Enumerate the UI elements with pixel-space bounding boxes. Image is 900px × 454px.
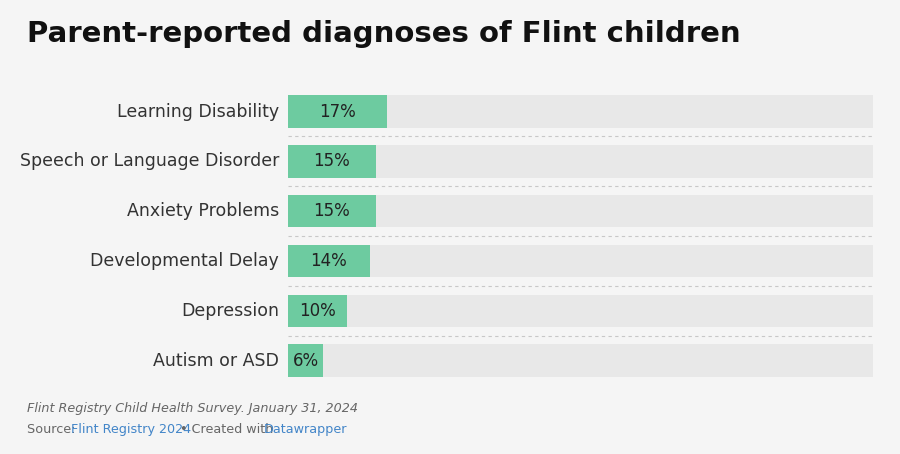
FancyBboxPatch shape — [288, 95, 873, 128]
FancyBboxPatch shape — [288, 195, 376, 227]
Text: 15%: 15% — [313, 202, 350, 220]
Text: 14%: 14% — [310, 252, 347, 270]
FancyBboxPatch shape — [288, 145, 376, 178]
Text: 10%: 10% — [299, 302, 336, 320]
FancyBboxPatch shape — [288, 245, 370, 277]
Text: Depression: Depression — [181, 302, 279, 320]
Text: Source:: Source: — [27, 423, 79, 436]
Text: Flint Registry 2024: Flint Registry 2024 — [71, 423, 191, 436]
FancyBboxPatch shape — [288, 295, 873, 327]
Text: 6%: 6% — [292, 351, 319, 370]
FancyBboxPatch shape — [288, 345, 323, 377]
Text: Datawrapper: Datawrapper — [264, 423, 347, 436]
Text: • Created with: • Created with — [176, 423, 277, 436]
Text: 15%: 15% — [313, 153, 350, 170]
FancyBboxPatch shape — [288, 345, 873, 377]
FancyBboxPatch shape — [288, 195, 873, 227]
FancyBboxPatch shape — [288, 295, 346, 327]
Text: 17%: 17% — [320, 103, 356, 121]
Text: Autism or ASD: Autism or ASD — [153, 351, 279, 370]
Text: Flint Registry Child Health Survey. January 31, 2024: Flint Registry Child Health Survey. Janu… — [27, 402, 358, 415]
Text: Parent-reported diagnoses of Flint children: Parent-reported diagnoses of Flint child… — [27, 20, 741, 49]
Text: Speech or Language Disorder: Speech or Language Disorder — [20, 153, 279, 170]
FancyBboxPatch shape — [288, 245, 873, 277]
Text: Developmental Delay: Developmental Delay — [90, 252, 279, 270]
Text: Learning Disability: Learning Disability — [117, 103, 279, 121]
FancyBboxPatch shape — [288, 95, 387, 128]
Text: Anxiety Problems: Anxiety Problems — [127, 202, 279, 220]
FancyBboxPatch shape — [288, 145, 873, 178]
